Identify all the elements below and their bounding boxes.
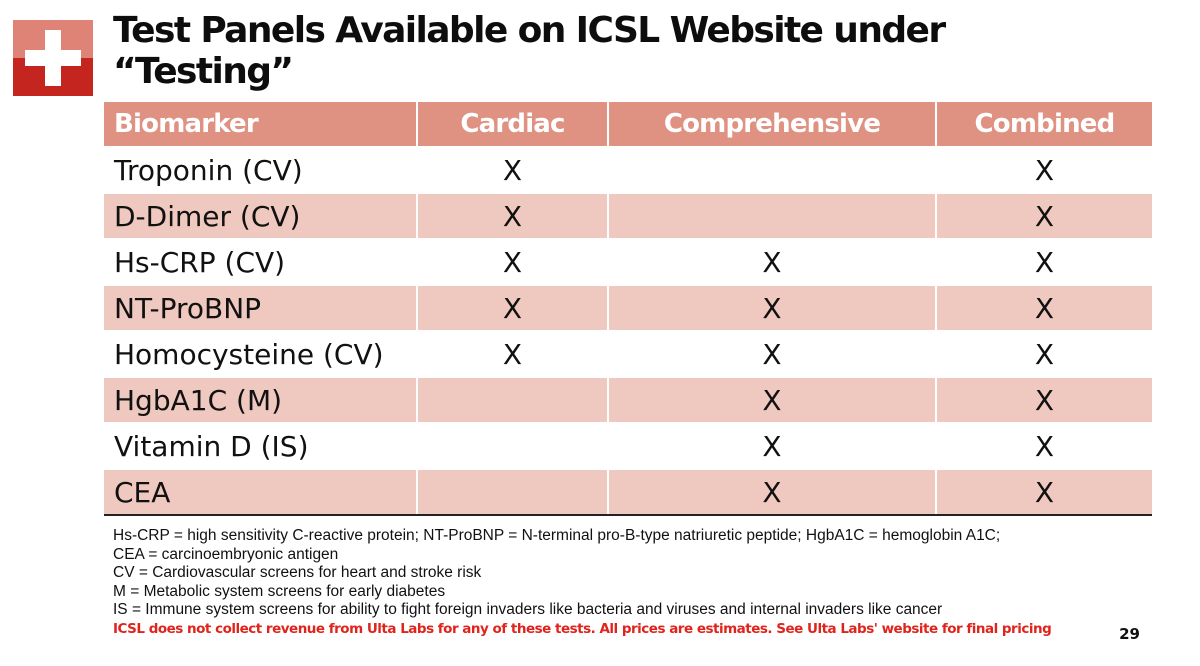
combined-cell: X (936, 146, 1152, 193)
comprehensive-cell: X (608, 238, 937, 285)
combined-cell: X (936, 422, 1152, 469)
cardiac-cell: X (417, 146, 609, 193)
table-row: D-Dimer (CV) X X (104, 192, 1152, 239)
page-number: 29 (1119, 625, 1140, 643)
footnote-line: CEA = carcinoembryonic antigen (113, 545, 339, 563)
footnote-line: Hs-CRP = high sensitivity C-reactive pro… (113, 527, 1001, 544)
table-row: CEA X X (104, 468, 1152, 516)
cardiac-cell: X (417, 330, 609, 377)
header-cardiac: Cardiac (417, 102, 609, 147)
comprehensive-cell: X (608, 468, 937, 516)
cardiac-cell: X (417, 284, 609, 331)
biomarker-cell: NT-ProBNP (104, 284, 418, 331)
header-combined: Combined (936, 102, 1152, 147)
table-row: HgbA1C (M) X X (104, 376, 1152, 423)
footnote-line: CV = Cardiovascular screens for heart an… (113, 564, 482, 581)
table-header-row: Biomarker Cardiac Comprehensive Combined (104, 102, 1152, 147)
combined-cell: X (936, 192, 1152, 239)
combined-cell: X (936, 468, 1152, 516)
comprehensive-cell (608, 146, 937, 193)
biomarker-cell: Troponin (CV) (104, 146, 418, 193)
comprehensive-cell: X (608, 376, 937, 423)
biomarker-cell: CEA (104, 468, 418, 516)
test-panels-table: Biomarker Cardiac Comprehensive Combined… (104, 102, 1152, 516)
cross-vertical-bar (45, 30, 61, 86)
table-row: Hs-CRP (CV) X X X (104, 238, 1152, 285)
combined-cell: X (936, 330, 1152, 377)
biomarker-cell: HgbA1C (M) (104, 376, 418, 423)
cardiac-cell: X (417, 238, 609, 285)
biomarker-cell: Homocysteine (CV) (104, 330, 418, 377)
cardiac-cell (417, 376, 609, 423)
cardiac-cell (417, 422, 609, 469)
table-row: Troponin (CV) X X (104, 146, 1152, 193)
table-row: Vitamin D (IS) X X (104, 422, 1152, 469)
red-cross-icon (13, 20, 93, 96)
comprehensive-cell: X (608, 330, 937, 377)
combined-cell: X (936, 284, 1152, 331)
combined-cell: X (936, 376, 1152, 423)
slide-title: Test Panels Available on ICSL Website un… (113, 10, 946, 92)
header-comprehensive: Comprehensive (608, 102, 937, 147)
cardiac-cell (417, 468, 609, 516)
biomarker-cell: Hs-CRP (CV) (104, 238, 418, 285)
biomarker-cell: Vitamin D (IS) (104, 422, 418, 469)
table-row: NT-ProBNP X X X (104, 284, 1152, 331)
comprehensive-cell: X (608, 284, 937, 331)
combined-cell: X (936, 238, 1152, 285)
table-row: Homocysteine (CV) X X X (104, 330, 1152, 377)
footnotes: Hs-CRP = high sensitivity C-reactive pro… (113, 527, 1113, 638)
footnote-line: IS = Immune system screens for ability t… (113, 601, 943, 618)
comprehensive-cell: X (608, 422, 937, 469)
disclaimer-text: ICSL does not collect revenue from Ulta … (113, 620, 1052, 637)
biomarker-cell: D-Dimer (CV) (104, 192, 418, 239)
comprehensive-cell (608, 192, 937, 239)
header-biomarker: Biomarker (104, 102, 418, 147)
cardiac-cell: X (417, 192, 609, 239)
footnote-line: M = Metabolic system screens for early d… (113, 582, 446, 600)
